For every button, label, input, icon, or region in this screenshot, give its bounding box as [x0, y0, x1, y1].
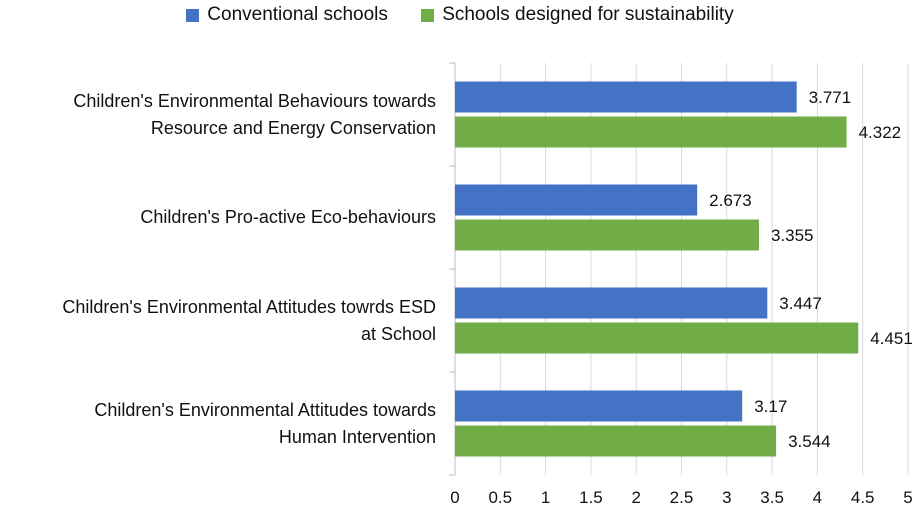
category-label-3: Children's Environmental Attitudes towrd…	[62, 296, 436, 344]
data-label-series2-cat2: 3.355	[771, 226, 814, 245]
data-label-series1-cat2: 2.673	[709, 191, 752, 210]
legend-item-sustainable: Schools designed for sustainability	[421, 4, 734, 26]
x-tick-label-2: 2	[631, 488, 640, 507]
legend-label-conventional: Conventional schools	[207, 4, 388, 25]
x-tick-label-0: 0	[450, 488, 459, 507]
bar-series1-cat4	[455, 390, 743, 422]
legend-swatch-sustainable	[421, 8, 435, 22]
bar-series1-cat3	[455, 287, 768, 319]
x-tick-label-3.5: 3.5	[760, 488, 784, 507]
bar-series2-cat3	[455, 322, 859, 354]
x-tick-label-1: 1	[541, 488, 550, 507]
x-tick-label-0.5: 0.5	[488, 488, 512, 507]
x-tick-label-4.5: 4.5	[851, 488, 875, 507]
x-tick-label-1.5: 1.5	[579, 488, 603, 507]
x-tick-label-2.5: 2.5	[670, 488, 694, 507]
data-label-series2-cat1: 4.322	[859, 123, 902, 142]
bar-series2-cat2	[455, 219, 759, 251]
category-label-4: Children's Environmental Attitudes towar…	[94, 399, 436, 447]
data-label-series1-cat4: 3.17	[754, 397, 787, 416]
legend-item-conventional: Conventional schools	[186, 4, 388, 26]
chart-legend: Conventional schools Schools designed fo…	[0, 4, 920, 28]
x-tick-label-4: 4	[813, 488, 822, 507]
category-label-1: Children's Environmental Behaviours towa…	[73, 90, 436, 138]
x-tick-label-3: 3	[722, 488, 731, 507]
bar-series2-cat4	[455, 425, 777, 457]
bar-series1-cat2	[455, 184, 698, 216]
x-tick-label-5: 5	[903, 488, 912, 507]
data-label-series1-cat3: 3.447	[779, 294, 822, 313]
bar-series2-cat1	[455, 116, 847, 148]
data-label-series2-cat4: 3.544	[788, 432, 831, 451]
data-label-series2-cat3: 4.451	[870, 329, 913, 348]
category-label-2: Children's Pro-active Eco-behaviours	[140, 207, 436, 227]
bar-series1-cat1	[455, 81, 797, 113]
data-label-series1-cat1: 3.771	[809, 88, 852, 107]
legend-swatch-conventional	[186, 8, 200, 22]
legend-label-sustainable: Schools designed for sustainability	[442, 4, 734, 25]
